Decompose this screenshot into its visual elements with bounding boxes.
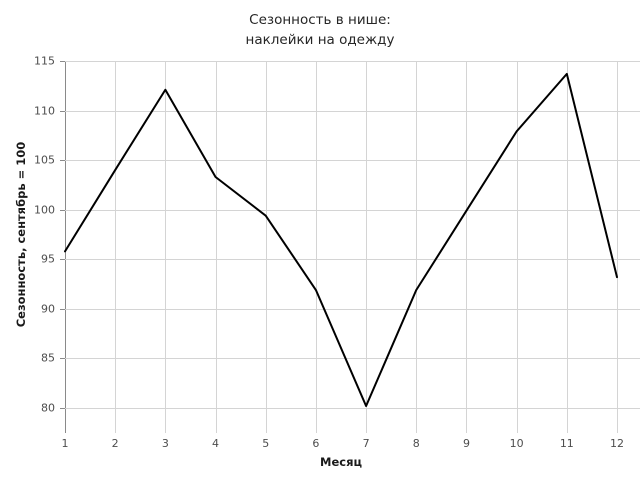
gridline-vertical [215, 61, 217, 433]
x-tick-label: 6 [312, 437, 320, 450]
chart-title: Сезонность в нише: наклейки на одежду [245, 12, 395, 48]
x-tick-label: 11 [559, 437, 574, 450]
gridline-horizontal [65, 61, 640, 62]
gridline-horizontal [65, 408, 640, 409]
gridline-vertical [416, 61, 418, 433]
y-tick-mark [60, 358, 65, 360]
gridline-vertical [315, 61, 317, 433]
gridline-vertical [265, 61, 267, 433]
x-tick-label: 4 [212, 437, 220, 450]
y-tick-mark [60, 160, 65, 162]
gridline-vertical [516, 61, 518, 433]
y-tick-label: 100 [34, 203, 55, 217]
gridline-vertical [617, 61, 618, 433]
y-tick-label: 80 [41, 401, 55, 415]
y-tick-label: 105 [34, 153, 55, 167]
y-tick-label: 95 [41, 252, 55, 266]
x-tick-label: 3 [161, 437, 169, 450]
x-tick-label: 12 [610, 437, 624, 450]
y-tick-mark [60, 209, 65, 211]
x-tick-label: 1 [61, 437, 69, 450]
y-tick-label: 85 [41, 351, 55, 365]
x-tick-label: 8 [412, 437, 420, 450]
gridline-horizontal [65, 209, 640, 211]
y-tick-mark [60, 308, 65, 310]
x-tick-label: 7 [362, 437, 370, 450]
y-tick-label: 110 [34, 104, 55, 118]
gridline-horizontal [65, 259, 640, 261]
gridline-horizontal [65, 308, 640, 310]
gridline-vertical [466, 61, 468, 433]
plot-area [65, 61, 640, 433]
gridline-vertical [115, 61, 117, 433]
x-tick-label: 10 [509, 437, 524, 450]
x-tick-label: 5 [262, 437, 270, 450]
gridline-vertical [366, 61, 368, 433]
y-tick-mark [60, 61, 65, 62]
gridline-horizontal [65, 358, 640, 360]
y-tick-label: 90 [41, 302, 55, 316]
x-axis-title: Месяц [320, 455, 362, 469]
x-tick-label: 9 [462, 437, 470, 450]
y-tick-mark [60, 110, 65, 112]
x-tick-label: 2 [111, 437, 119, 450]
y-tick-mark [60, 408, 65, 409]
y-tick-mark [60, 259, 65, 261]
gridline-horizontal [65, 110, 640, 112]
gridline-vertical [566, 61, 568, 433]
gridline-horizontal [65, 160, 640, 162]
gridline-vertical [165, 61, 167, 433]
y-tick-label: 115 [34, 54, 55, 68]
